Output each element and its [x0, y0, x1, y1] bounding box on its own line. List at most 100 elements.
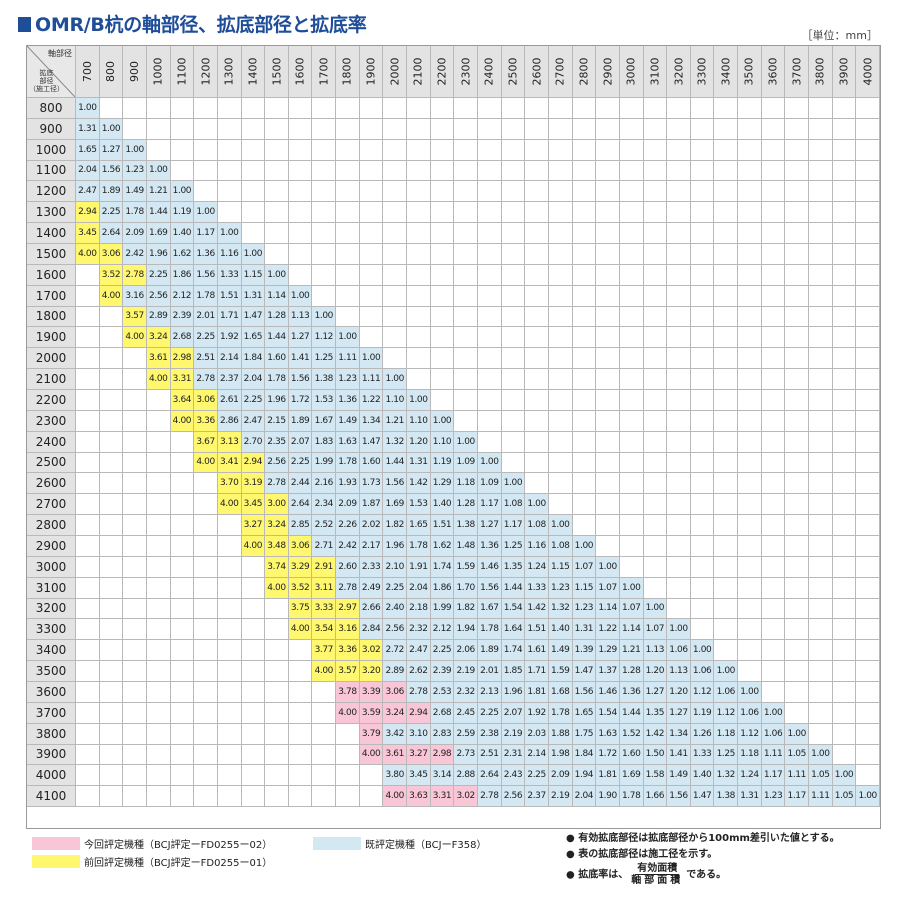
- empty-cell: [714, 515, 739, 536]
- ratio-cell: 2.64: [288, 494, 313, 516]
- ratio-cell: 3.79: [359, 723, 384, 745]
- empty-cell: [170, 494, 195, 516]
- empty-cell: [123, 494, 147, 516]
- ratio-cell: 1.27: [477, 515, 502, 536]
- empty-cell: [619, 160, 644, 182]
- empty-cell: [619, 223, 644, 244]
- ratio-cell: 1.11: [359, 369, 384, 390]
- empty-cell: [312, 181, 337, 203]
- ratio-cell: 1.22: [596, 619, 620, 641]
- col-header-1200: 1200: [194, 46, 218, 98]
- empty-cell: [690, 494, 715, 516]
- empty-cell: [596, 139, 620, 161]
- empty-cell: [596, 390, 620, 411]
- empty-cell: [123, 577, 147, 599]
- row-header-2900: 2900: [27, 536, 76, 557]
- empty-cell: [738, 390, 762, 411]
- empty-cell: [856, 661, 880, 682]
- empty-cell: [430, 98, 455, 119]
- empty-cell: [525, 244, 549, 265]
- empty-cell: [217, 118, 242, 140]
- empty-cell: [643, 98, 668, 119]
- empty-cell: [761, 327, 786, 349]
- ratio-cell: 1.20: [407, 431, 431, 453]
- legend-blue-swatch: [313, 837, 361, 850]
- ratio-cell: 4.00: [241, 536, 266, 557]
- empty-cell: [667, 577, 691, 599]
- ratio-cell: 1.00: [832, 765, 857, 787]
- ratio-cell: 1.23: [336, 369, 360, 390]
- empty-cell: [619, 181, 644, 203]
- empty-cell: [265, 765, 289, 787]
- empty-cell: [501, 390, 526, 411]
- legend-blue: 既評定機種（BCJーF358）: [313, 836, 486, 851]
- empty-cell: [501, 431, 526, 453]
- ratio-cell: 3.06: [194, 390, 218, 411]
- empty-cell: [76, 431, 100, 453]
- ratio-cell: 1.09: [477, 473, 502, 495]
- empty-cell: [809, 410, 833, 432]
- empty-cell: [194, 536, 218, 557]
- ratio-cell: 3.52: [288, 577, 313, 599]
- empty-cell: [596, 160, 620, 182]
- ratio-cell: 2.70: [241, 431, 266, 453]
- ratio-cell: 1.00: [761, 702, 786, 724]
- ratio-cell: 1.71: [525, 661, 549, 682]
- empty-cell: [619, 452, 644, 474]
- empty-cell: [643, 348, 668, 370]
- ratio-cell: 3.45: [241, 494, 266, 516]
- ratio-cell: 2.97: [336, 598, 360, 620]
- empty-cell: [761, 515, 786, 536]
- ratio-cell: 1.25: [312, 348, 337, 370]
- empty-cell: [501, 348, 526, 370]
- empty-cell: [312, 702, 337, 724]
- ratio-cell: 1.56: [288, 369, 313, 390]
- row-header-4000: 4000: [27, 765, 76, 787]
- empty-cell: [312, 160, 337, 182]
- ratio-cell: 2.06: [454, 640, 478, 662]
- empty-cell: [336, 285, 360, 307]
- ratio-cell: 1.90: [596, 786, 620, 808]
- empty-cell: [525, 452, 549, 474]
- empty-cell: [548, 348, 573, 370]
- empty-cell: [477, 369, 502, 390]
- empty-cell: [146, 494, 171, 516]
- empty-cell: [288, 682, 313, 703]
- ratio-cell: 2.47: [76, 181, 100, 203]
- empty-cell: [407, 181, 431, 203]
- empty-cell: [123, 661, 147, 682]
- ratio-cell: 1.67: [477, 598, 502, 620]
- empty-cell: [170, 473, 195, 495]
- ratio-cell: 2.60: [336, 556, 360, 578]
- empty-cell: [288, 723, 313, 745]
- empty-cell: [217, 577, 242, 599]
- empty-cell: [714, 494, 739, 516]
- empty-cell: [596, 223, 620, 244]
- ratio-cell: 1.28: [265, 306, 289, 328]
- empty-cell: [809, 223, 833, 244]
- ratio-cell: 2.49: [359, 577, 384, 599]
- empty-cell: [785, 556, 810, 578]
- ratio-cell: 1.47: [572, 661, 597, 682]
- ratio-cell: 1.64: [501, 619, 526, 641]
- empty-cell: [146, 536, 171, 557]
- empty-cell: [217, 202, 242, 224]
- empty-cell: [667, 202, 691, 224]
- ratio-cell: 1.62: [170, 244, 195, 265]
- empty-cell: [123, 723, 147, 745]
- empty-cell: [690, 118, 715, 140]
- empty-cell: [619, 390, 644, 411]
- empty-cell: [856, 348, 880, 370]
- col-header-label: 3600: [766, 57, 780, 86]
- col-header-label: 1100: [175, 57, 189, 86]
- empty-cell: [146, 682, 171, 703]
- ratio-cell: 1.09: [454, 452, 478, 474]
- ratio-cell: 1.66: [643, 786, 668, 808]
- empty-cell: [738, 452, 762, 474]
- empty-cell: [548, 390, 573, 411]
- empty-cell: [383, 306, 408, 328]
- empty-cell: [619, 536, 644, 557]
- ratio-cell: 2.01: [477, 661, 502, 682]
- empty-cell: [832, 702, 857, 724]
- ratio-cell: 1.89: [288, 410, 313, 432]
